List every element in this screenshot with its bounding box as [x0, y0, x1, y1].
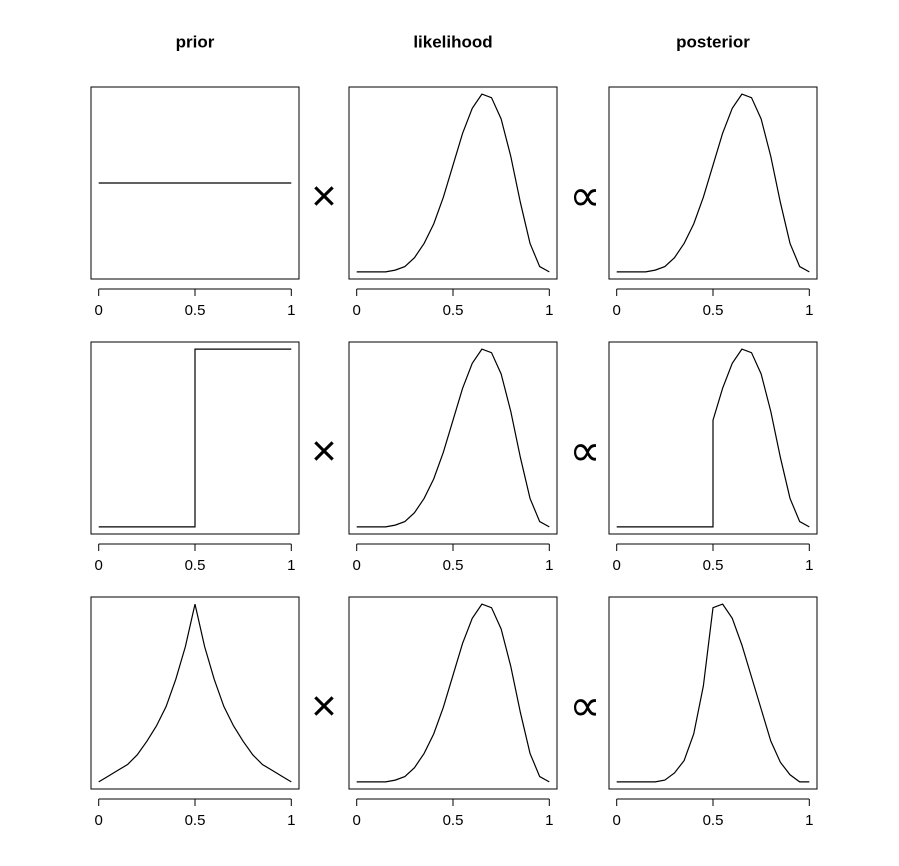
curve [356, 348, 550, 528]
x-tick-label: 0 [353, 812, 361, 829]
plot-frame [608, 341, 818, 535]
curve [98, 603, 292, 783]
x-tick-label: 0 [613, 557, 621, 574]
x-tick-label: 1 [287, 812, 295, 829]
x-tick-label: 1 [545, 812, 553, 829]
plot-frame [90, 341, 300, 535]
x-tick-label: 1 [545, 557, 553, 574]
x-tick-label: 0.5 [185, 557, 206, 574]
times-operator: × [311, 172, 337, 221]
x-tick-label: 0 [95, 812, 103, 829]
column-title: prior [176, 32, 215, 51]
x-tick-label: 1 [287, 557, 295, 574]
plot-frame [90, 86, 300, 280]
x-tick-label: 0.5 [703, 557, 724, 574]
x-tick-label: 0 [95, 557, 103, 574]
x-tick-label: 0 [353, 302, 361, 319]
x-tick-label: 1 [805, 812, 813, 829]
x-tick-label: 0.5 [443, 302, 464, 319]
curve [616, 93, 810, 273]
plot-frame [608, 86, 818, 280]
times-operator: × [311, 427, 337, 476]
x-tick-label: 1 [805, 557, 813, 574]
curve [616, 603, 810, 783]
curve [98, 348, 292, 528]
x-tick-label: 0 [353, 557, 361, 574]
x-tick-label: 1 [805, 302, 813, 319]
x-tick-label: 0.5 [443, 812, 464, 829]
plot-frame [348, 596, 558, 790]
plot-frame [608, 596, 818, 790]
plot-frame [90, 596, 300, 790]
x-tick-label: 0.5 [703, 302, 724, 319]
plot-frame [348, 341, 558, 535]
proportional-operator: ∝ [569, 172, 600, 221]
x-tick-label: 0.5 [443, 557, 464, 574]
curve [356, 93, 550, 273]
x-tick-label: 0 [613, 302, 621, 319]
proportional-operator: ∝ [569, 427, 600, 476]
x-tick-label: 0.5 [185, 302, 206, 319]
x-tick-label: 0.5 [185, 812, 206, 829]
x-tick-label: 0 [613, 812, 621, 829]
x-tick-label: 1 [545, 302, 553, 319]
x-tick-label: 1 [287, 302, 295, 319]
x-tick-label: 0.5 [703, 812, 724, 829]
curve [356, 603, 550, 783]
x-tick-label: 0 [95, 302, 103, 319]
column-title: likelihood [413, 32, 492, 51]
curve [616, 348, 810, 528]
proportional-operator: ∝ [569, 682, 600, 731]
times-operator: × [311, 682, 337, 731]
column-title: posterior [676, 32, 750, 51]
plot-frame [348, 86, 558, 280]
